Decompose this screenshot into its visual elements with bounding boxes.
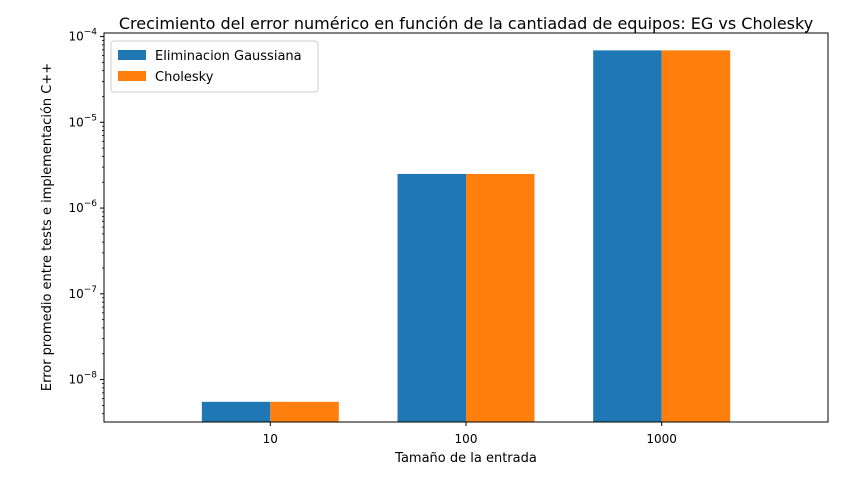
legend: Eliminacion Gaussiana Cholesky	[110, 40, 319, 93]
x-tick-label: 1000	[646, 432, 677, 446]
legend-frame	[110, 40, 319, 93]
chart-title: Crecimiento del error numérico en funció…	[119, 14, 813, 33]
x-tick-label: 10	[263, 432, 278, 446]
bar-cholesky-100	[466, 173, 535, 422]
y-tick-label: 10−6	[68, 199, 97, 215]
plot-area-frame	[103, 32, 829, 423]
bar-cholesky-10	[270, 401, 339, 422]
bars-layer	[201, 50, 731, 422]
bar-eliminacion-gaussiana-100	[397, 173, 466, 422]
x-tick-label: 100	[455, 432, 478, 446]
y-axis-label: Error promedio entre tests e implementac…	[40, 63, 55, 391]
bar-eliminacion-gaussiana-10	[201, 401, 271, 422]
y-tick-label: 10−8	[68, 371, 97, 387]
legend-label: Cholesky	[155, 70, 214, 85]
bar-eliminacion-gaussiana-1000	[593, 50, 662, 422]
legend-swatch	[118, 71, 146, 81]
axes-layer: 10 100 1000 10−8 10−7 10−6 10−5 10−4	[68, 28, 677, 446]
y-tick-label: 10−7	[68, 285, 97, 301]
bar-cholesky-1000	[661, 50, 731, 422]
legend-swatch	[118, 50, 146, 60]
y-tick-label: 10−4	[68, 28, 97, 44]
y-tick-label: 10−5	[68, 113, 97, 129]
legend-label: Eliminacion Gaussiana	[155, 49, 302, 64]
x-axis-label: Tamaño de la entrada	[394, 451, 537, 466]
